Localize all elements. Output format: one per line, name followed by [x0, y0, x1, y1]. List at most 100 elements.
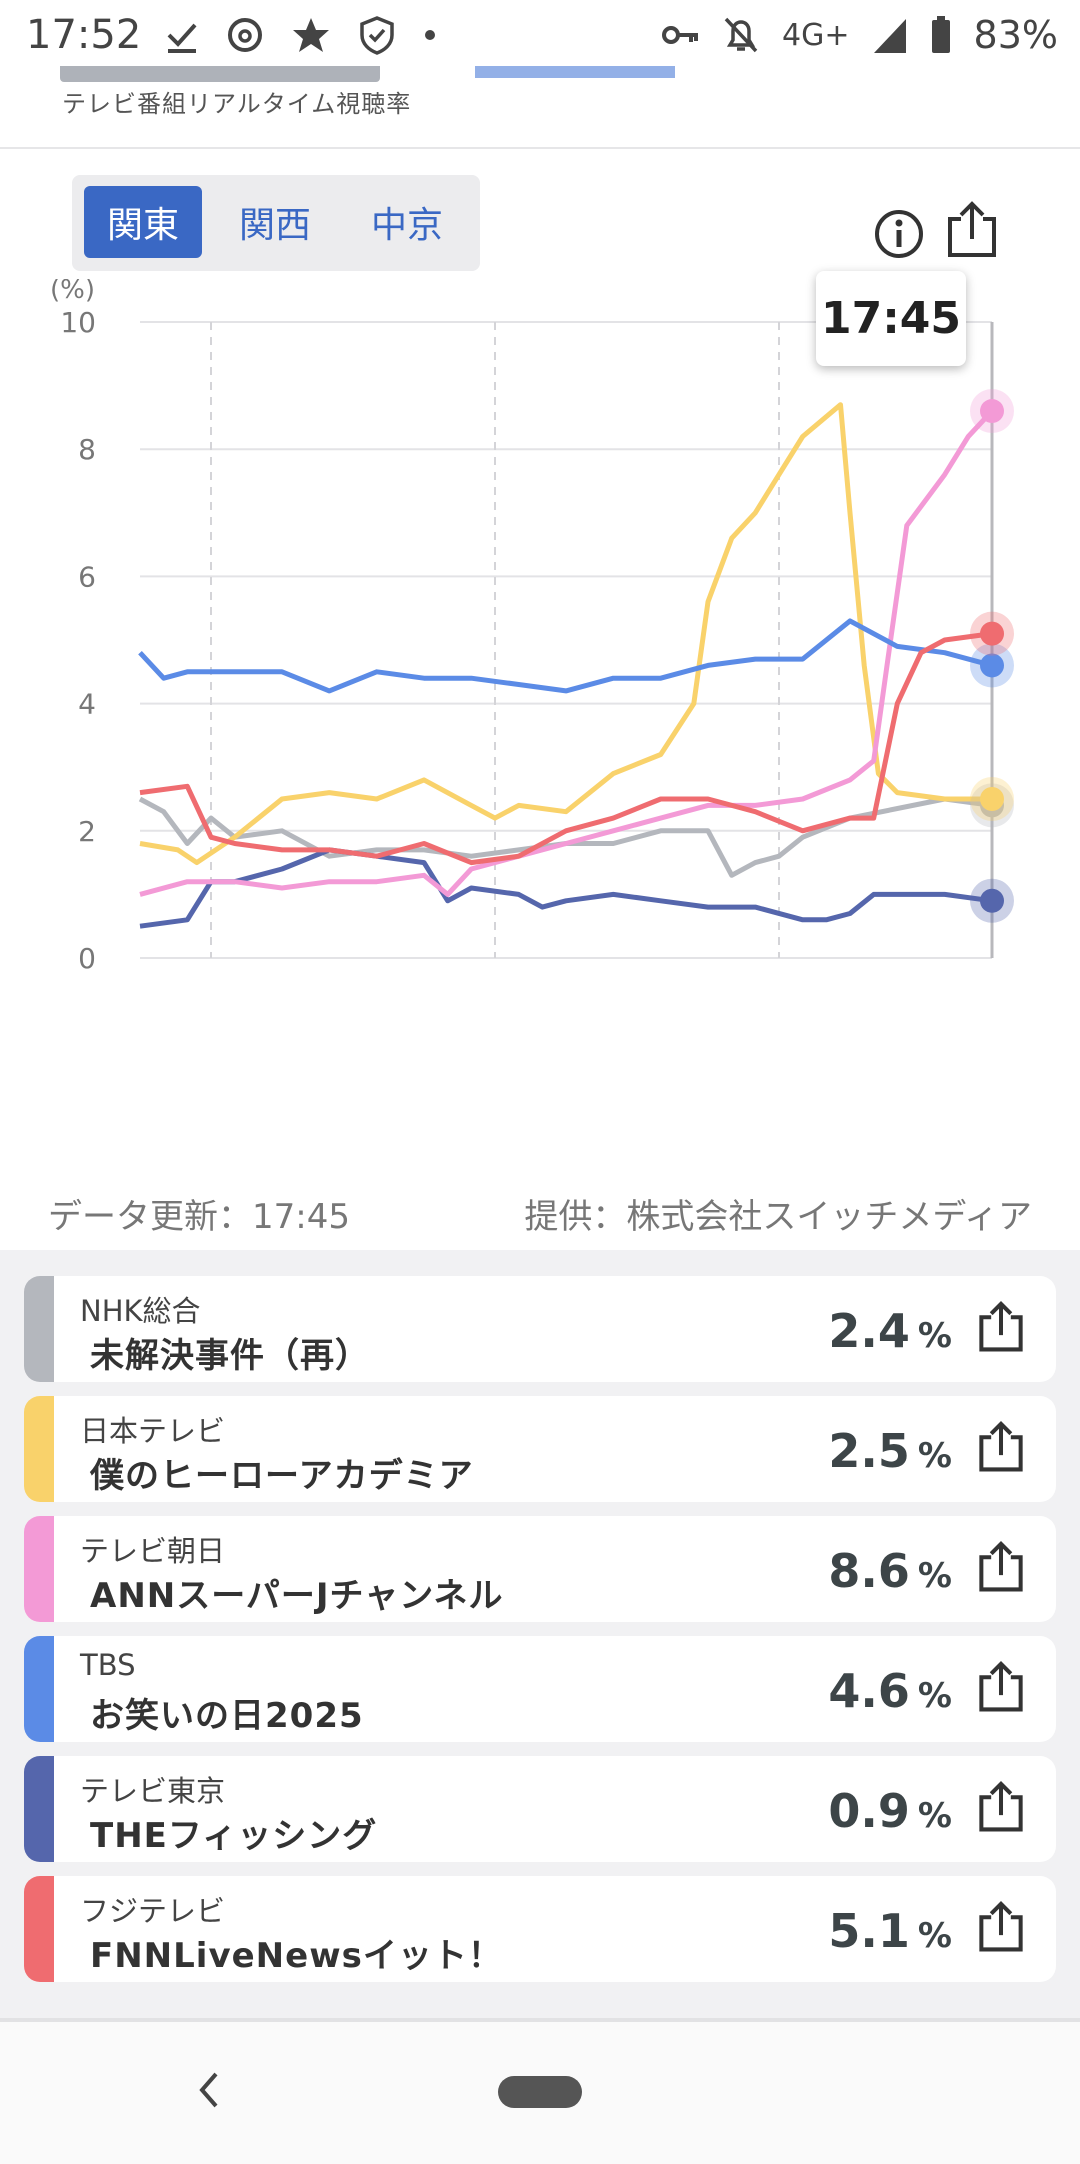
channel-color-stripe: [24, 1756, 54, 1862]
data-source: 提供：株式会社スイッチメディア: [524, 1197, 1032, 1237]
y-tick-label: 0: [78, 942, 96, 975]
end-marker: [980, 621, 1004, 646]
shield-icon: [359, 15, 395, 55]
share-button[interactable]: [976, 1900, 1026, 1956]
y-tick-label: 4: [78, 688, 96, 721]
region-tabs: 関東 関西 中京: [72, 175, 480, 271]
rating-unit: %: [917, 1316, 952, 1356]
home-pill-button[interactable]: [498, 2076, 582, 2108]
rating-value: 2.5%: [828, 1424, 952, 1478]
download-done-icon: [165, 15, 199, 55]
rating-number: 8.6: [828, 1544, 910, 1598]
tab-kanto[interactable]: 関東: [84, 186, 202, 258]
program-title: 未解決事件（再）: [90, 1336, 370, 1376]
list-item[interactable]: 日本テレビ 僕のヒーローアカデミア 2.5%: [24, 1396, 1056, 1502]
end-marker: [980, 888, 1004, 913]
network-type: 4G+: [782, 17, 850, 53]
list-item[interactable]: フジテレビ FNNLiveNewsイット！ 5.1%: [24, 1876, 1056, 1982]
end-marker: [980, 399, 1004, 424]
program-title: THEフィッシング: [90, 1816, 378, 1856]
y-tick-label: 10: [60, 306, 96, 339]
rating-unit: %: [917, 1556, 952, 1596]
rating-number: 0.9: [828, 1784, 910, 1838]
status-right-icons: 4G+ 83%: [660, 12, 1058, 58]
rating-unit: %: [917, 1796, 952, 1836]
channel-name: テレビ朝日: [80, 1534, 226, 1568]
status-time: 17:52: [26, 12, 142, 58]
series-line: [139, 847, 993, 929]
key-icon: [660, 15, 700, 55]
info-button[interactable]: [872, 207, 926, 265]
battery-icon: [930, 15, 952, 55]
program-title: ANNスーパーJチャンネル: [90, 1576, 504, 1616]
header-link[interactable]: [475, 66, 675, 78]
data-updated: データ更新：17:45: [48, 1197, 350, 1237]
share-icon: [979, 1541, 1023, 1592]
rating-value: 8.6%: [828, 1544, 952, 1598]
series-line: [139, 631, 993, 866]
end-marker: [980, 787, 1004, 811]
rating-unit: %: [917, 1916, 952, 1956]
list-item[interactable]: テレビ朝日 ANNスーパーJチャンネル 8.6%: [24, 1516, 1056, 1622]
channel-color-stripe: [24, 1516, 54, 1622]
channel-color-stripe: [24, 1276, 54, 1382]
threads-icon: [227, 15, 263, 55]
y-tick-label: 6: [78, 560, 96, 593]
share-icon: [979, 1421, 1023, 1472]
y-tick-label: 8: [78, 433, 96, 466]
back-button[interactable]: [190, 2060, 230, 2124]
list-item[interactable]: TBS お笑いの日2025 4.6%: [24, 1636, 1056, 1742]
rating-value: 5.1%: [828, 1904, 952, 1958]
share-button[interactable]: [976, 1300, 1026, 1356]
share-icon: [979, 1781, 1023, 1832]
rating-number: 5.1: [828, 1904, 910, 1958]
end-marker: [980, 653, 1004, 678]
channel-color-stripe: [24, 1636, 54, 1742]
channel-name: NHK総合: [80, 1294, 201, 1328]
app-subtitle: テレビ番組リアルタイム視聴率: [62, 90, 412, 118]
share-chart-button[interactable]: [944, 201, 1000, 265]
program-title: FNNLiveNewsイット！: [90, 1936, 503, 1976]
channel-color-stripe: [24, 1876, 54, 1982]
dot-icon: [423, 15, 437, 55]
share-button[interactable]: [976, 1660, 1026, 1716]
channel-name: フジテレビ: [80, 1894, 226, 1928]
list-item[interactable]: テレビ東京 THEフィッシング 0.9%: [24, 1756, 1056, 1862]
rating-number: 4.6: [828, 1664, 910, 1718]
rating-unit: %: [917, 1436, 952, 1476]
info-icon: [875, 210, 923, 258]
rating-number: 2.4: [828, 1304, 910, 1358]
signal-icon: [872, 15, 908, 55]
share-button[interactable]: [976, 1420, 1026, 1476]
share-icon: [979, 1301, 1023, 1352]
series-line: [138, 796, 993, 878]
list-item[interactable]: NHK総合 未解決事件（再） 2.4%: [24, 1276, 1056, 1382]
share-icon: [979, 1901, 1023, 1952]
status-bar: 17:52 4G+ 83%: [0, 0, 1080, 72]
tab-kansai[interactable]: 関西: [238, 205, 311, 246]
app-header: テレビ番組リアルタイム視聴率: [0, 66, 1080, 149]
share-button[interactable]: [976, 1540, 1026, 1596]
status-left-icons: [165, 12, 437, 58]
series-line: [139, 402, 992, 866]
chevron-left-icon: [199, 2072, 218, 2108]
rating-value: 4.6%: [828, 1664, 952, 1718]
tab-chukyo[interactable]: 中京: [370, 205, 443, 246]
y-tick-label: 2: [78, 815, 96, 848]
channel-color-stripe: [24, 1396, 54, 1502]
share-icon: [948, 201, 996, 257]
program-title: 僕のヒーローアカデミア: [90, 1456, 474, 1496]
app-logo: [60, 66, 380, 82]
rating-unit: %: [917, 1676, 952, 1716]
rating-value: 2.4%: [828, 1304, 952, 1358]
battery-level: 83%: [973, 13, 1058, 57]
channel-name: テレビ東京: [80, 1774, 226, 1808]
share-button[interactable]: [976, 1780, 1026, 1836]
star-icon: [291, 15, 331, 55]
rating-number: 2.5: [828, 1424, 910, 1478]
program-title: お笑いの日2025: [90, 1696, 364, 1736]
channel-name: TBS: [80, 1648, 136, 1682]
time-tooltip: 17:45: [816, 271, 966, 366]
